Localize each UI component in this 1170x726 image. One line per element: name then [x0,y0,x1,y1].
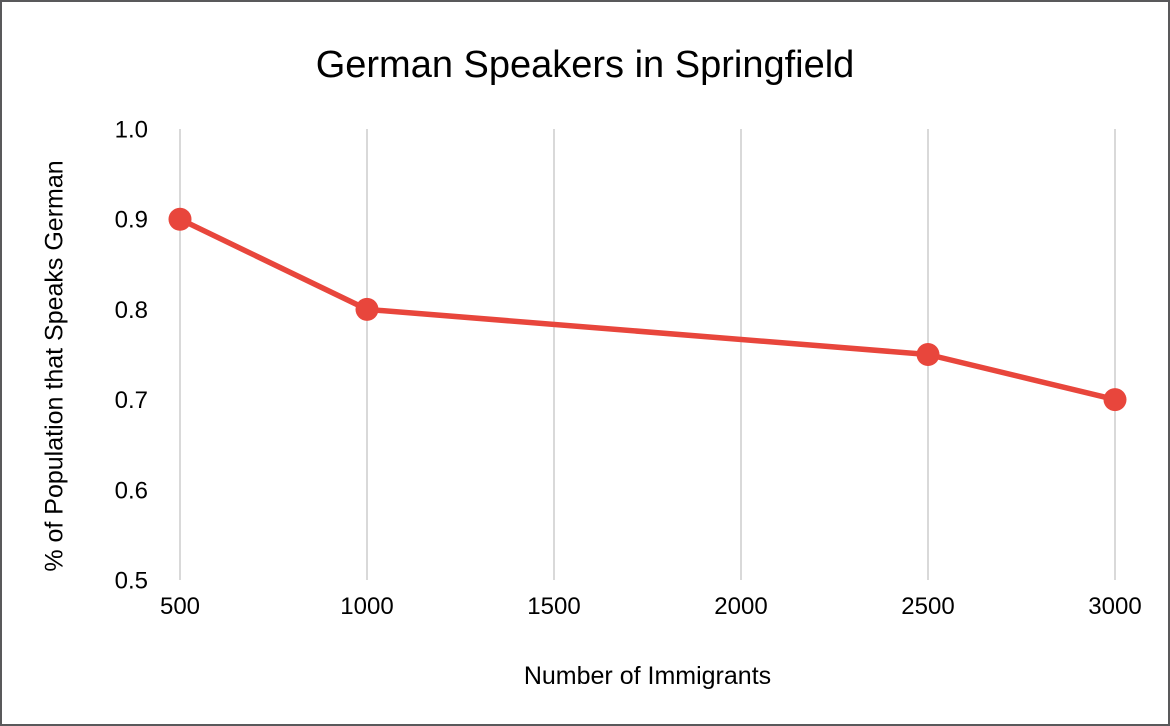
y-tick-label: 0.8 [115,297,148,324]
data-line-series [177,216,1118,403]
y-tick-label: 1.0 [115,117,148,144]
x-tick-label: 1500 [527,593,580,620]
data-point [355,297,379,321]
y-tick-label: 0.9 [115,207,148,234]
x-tick-label: 3000 [1088,593,1141,620]
x-axis-title: Number of Immigrants [523,662,772,690]
y-tick-label: 0.5 [115,568,148,595]
x-tick-label: 2000 [714,593,767,620]
data-point [168,207,192,231]
data-point [916,343,940,366]
x-tick-label: 2500 [901,593,954,620]
data-point [1103,388,1127,412]
y-tick-label: 0.6 [115,477,148,504]
y-tick-label: 0.7 [115,387,148,414]
x-tick-label: 500 [160,593,200,620]
chart-title: German Speakers in Springfield [315,44,855,86]
x-tick-label: 1000 [340,593,393,620]
